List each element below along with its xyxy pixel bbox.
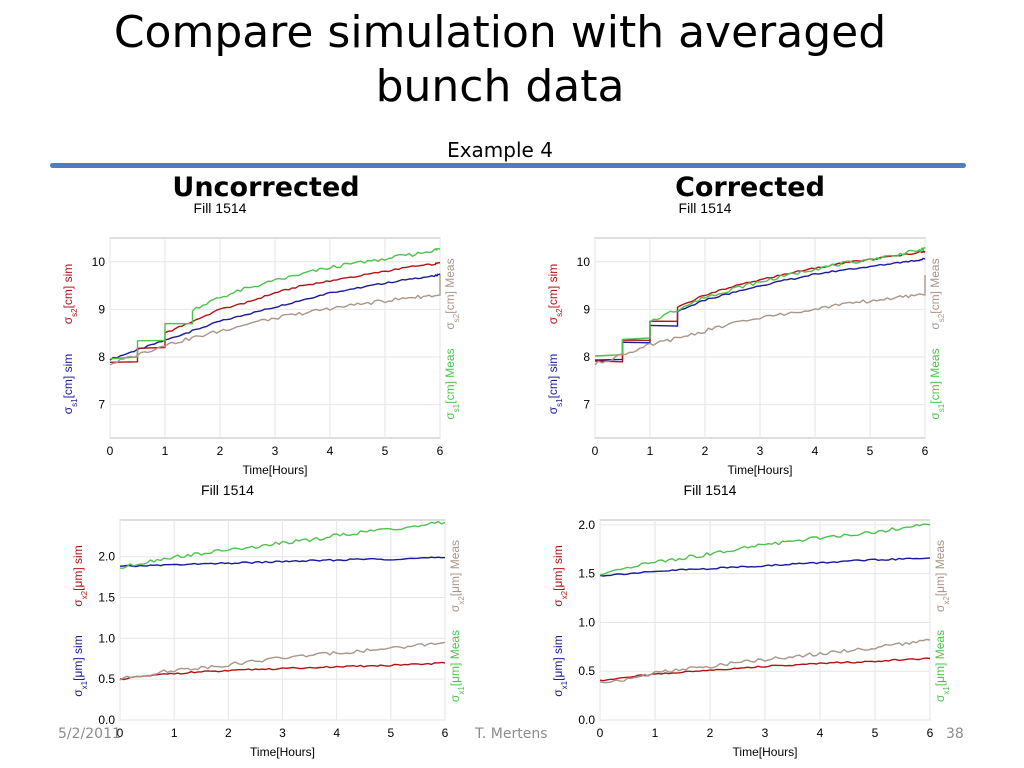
x-tick-label: 5	[867, 444, 874, 458]
x-tick-label: 4	[817, 726, 824, 740]
chart-title: Fill 1514	[679, 200, 732, 216]
x-tick-label: 6	[437, 444, 444, 458]
x-tick-label: 5	[382, 444, 389, 458]
chart-emittance-uncorrected: Fill 1514 0 1 2 3 4 5 6 0.0 0.5 1.0 1.5 2.0 Time[Hour…	[71, 482, 466, 759]
x-axis-label: Time[Hours]	[733, 745, 798, 759]
y-tick-label: 1.5	[98, 591, 115, 605]
series-line-meas1	[109, 247, 441, 360]
x-tick-label: 0	[592, 444, 599, 458]
series-line-meas2	[594, 275, 926, 366]
y-axis-label-sim-1: σs1[cm] sim	[546, 354, 564, 415]
y-tick-label: 9	[98, 302, 105, 316]
x-tick-label: 0	[117, 726, 124, 740]
x-tick-label: 6	[442, 726, 449, 740]
y-axis-label-sim-2: σx2[μm] sim	[71, 545, 89, 606]
slide-subtitle: Example 4	[447, 138, 553, 162]
chart-title: Fill 1514	[684, 482, 737, 498]
x-axis-label: Time[Hours]	[243, 463, 308, 477]
x-tick-label: 4	[327, 444, 334, 458]
series-line-meas2	[119, 641, 446, 681]
slide-title: Compare simulation with averaged bunch d…	[0, 6, 1000, 114]
chart-emittance-corrected: Fill 1514 0 1 2 3 4 5 6 0.0 0.5 1.0 1.5 2.0 Time[Hour…	[551, 482, 951, 759]
series-line-sim2	[599, 657, 931, 682]
x-tick-label: 5	[872, 726, 879, 740]
y-tick-label: 1.5	[578, 567, 595, 581]
y-axis-label-sim-1: σx1[μm] sim	[71, 635, 89, 696]
y-axis-label-sim-2: σx2[μm] sim	[551, 545, 569, 606]
y-tick-label: 8	[583, 350, 590, 364]
series-line-sim2	[109, 261, 440, 363]
y-tick-label: 0.0	[578, 713, 595, 727]
y-tick-label: 1.0	[578, 615, 595, 629]
y-axis-label-sim-2: σs2[cm] sim	[61, 264, 79, 325]
x-tick-label: 2	[217, 444, 224, 458]
y-axis-label-sim-1: σs1[cm] sim	[61, 354, 79, 415]
x-tick-label: 3	[272, 444, 279, 458]
uncorrected-heading: Uncorrected	[172, 172, 360, 203]
y-tick-label: 10	[577, 255, 591, 269]
chart-bunch-length-uncorrected: Fill 1514 0 1 2 3 4 5 6 7 8 9 10 Time[Hours] σs1[cm] …	[61, 200, 461, 477]
x-tick-label: 0	[597, 726, 604, 740]
x-tick-label: 1	[171, 726, 178, 740]
slide-title-line-1: Compare simulation with averaged	[113, 7, 887, 58]
x-tick-label: 2	[225, 726, 232, 740]
series-line-meas1	[599, 523, 931, 576]
series-line-sim1	[109, 273, 441, 361]
y-axis-label-meas-2: σs2[cm] Meas	[443, 258, 461, 329]
x-tick-label: 6	[927, 726, 934, 740]
y-tick-label: 9	[583, 302, 590, 316]
series-line-sim1	[599, 557, 931, 577]
x-tick-label: 3	[762, 726, 769, 740]
series-line-sim1	[119, 556, 446, 568]
y-axis-label-sim-2: σs2[cm] sim	[546, 264, 564, 325]
x-axis-label: Time[Hours]	[250, 745, 315, 759]
y-tick-label: 8	[98, 350, 105, 364]
y-axis-label-meas-1: σx1[μm] Meas	[448, 630, 466, 702]
corrected-heading: Corrected	[675, 172, 825, 203]
series-line-meas1	[120, 520, 446, 569]
y-tick-label: 0.0	[98, 713, 115, 727]
y-tick-label: 7	[583, 398, 590, 412]
y-axis-label-meas-1: σs1[cm] Meas	[443, 348, 461, 419]
x-tick-label: 1	[162, 444, 169, 458]
x-tick-label: 3	[279, 726, 286, 740]
chart-bunch-length-corrected: Fill 1514 0 1 2 3 4 5 6 7 8 9 10 Time[Hours] σs1[cm] …	[546, 200, 946, 477]
x-tick-label: 6	[922, 444, 929, 458]
y-tick-label: 0.5	[578, 664, 595, 678]
chart-title: Fill 1514	[201, 482, 254, 498]
x-tick-label: 5	[387, 726, 394, 740]
y-axis-label-meas-2: σs2[cm] Meas	[928, 258, 946, 329]
series-line-meas2	[599, 638, 931, 684]
x-tick-label: 4	[812, 444, 819, 458]
y-axis-label-meas-1: σs1[cm] Meas	[928, 348, 946, 419]
footer-date: 5/2/2011	[58, 726, 121, 742]
x-tick-label: 2	[702, 444, 709, 458]
y-tick-label: 2.0	[578, 518, 595, 532]
series-line-meas2	[109, 275, 441, 366]
y-axis-label-meas-2: σx2[μm] Meas	[933, 540, 951, 612]
x-tick-label: 3	[757, 444, 764, 458]
x-tick-label: 1	[647, 444, 654, 458]
series-line-sim1	[594, 257, 926, 361]
y-tick-label: 1.0	[98, 631, 115, 645]
y-axis-label-meas-1: σx1[μm] Meas	[933, 630, 951, 702]
x-tick-label: 1	[652, 726, 659, 740]
y-tick-label: 7	[98, 398, 105, 412]
x-axis-label: Time[Hours]	[728, 463, 793, 477]
series-line-meas1	[594, 246, 926, 357]
y-tick-label: 0.5	[98, 672, 115, 686]
title-divider	[50, 163, 966, 168]
series-line-sim2	[119, 661, 446, 681]
y-axis-label-meas-2: σx2[μm] Meas	[448, 540, 466, 612]
slide-title-line-2: bunch data	[375, 61, 625, 112]
x-tick-label: 4	[333, 726, 340, 740]
y-tick-label: 10	[92, 255, 106, 269]
y-axis-label-sim-1: σx1[μm] sim	[551, 635, 569, 696]
x-tick-label: 0	[107, 444, 114, 458]
y-tick-label: 2.0	[98, 550, 115, 564]
chart-title: Fill 1514	[194, 200, 247, 216]
footer-page-number: 38	[946, 726, 964, 742]
x-tick-label: 2	[707, 726, 714, 740]
footer-author: T. Mertens	[475, 726, 548, 742]
